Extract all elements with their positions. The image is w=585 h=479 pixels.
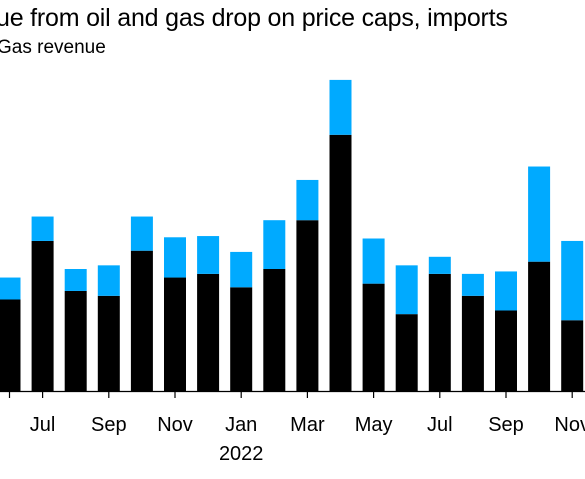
bar-gas-12 [395, 265, 418, 315]
bar-gas-0 [0, 277, 21, 300]
chart-title: ue from oil and gas drop on price caps, … [0, 4, 508, 32]
bar-oil-0 [0, 299, 21, 391]
bar-gas-8 [263, 220, 286, 269]
bar-oil-16 [528, 261, 551, 391]
x-tick-label-3: Jan [225, 414, 257, 436]
x-tick-label-0: Jul [30, 414, 56, 436]
bars-group [0, 79, 584, 392]
bar-gas-3 [97, 265, 120, 296]
x-ticks-group: Jul Sep Nov Jan Mar May Jul Sep Nov [8, 391, 585, 436]
bar-gas-10 [329, 79, 352, 135]
bar-gas-15 [495, 271, 517, 311]
bar-gas-14 [461, 273, 484, 296]
bar-gas-7 [230, 251, 253, 288]
legend-gas-revenue: Gas revenue [0, 37, 106, 58]
bar-oil-10 [329, 134, 352, 392]
bar-oil-11 [362, 283, 385, 391]
x-tick-label-6: Jul [427, 414, 453, 436]
bar-oil-8 [263, 269, 286, 391]
year-label: 2022 [219, 443, 264, 465]
bar-oil-14 [461, 295, 484, 391]
bar-gas-16 [528, 166, 551, 262]
bar-oil-9 [296, 220, 319, 391]
x-tick-label-4: Mar [290, 414, 325, 436]
bar-gas-17 [561, 240, 584, 321]
x-tick-label-8: Nov [554, 414, 585, 436]
bar-gas-13 [428, 256, 451, 274]
bar-gas-6 [197, 236, 220, 274]
bar-oil-15 [495, 310, 517, 391]
bar-oil-3 [97, 295, 120, 391]
x-tick-label-1: Sep [91, 414, 127, 436]
bar-gas-11 [362, 238, 385, 284]
bar-gas-5 [164, 237, 186, 278]
bar-oil-6 [197, 273, 220, 391]
bar-oil-1 [31, 240, 54, 391]
x-tick-label-7: Sep [488, 414, 524, 436]
bar-gas-2 [64, 269, 87, 291]
bar-oil-13 [428, 273, 451, 391]
bar-gas-1 [31, 216, 54, 241]
bar-oil-7 [230, 287, 253, 391]
bar-oil-2 [64, 290, 87, 391]
bar-oil-5 [164, 277, 186, 391]
bar-gas-4 [130, 216, 153, 251]
bar-oil-17 [561, 320, 584, 391]
bar-gas-9 [296, 179, 319, 221]
x-tick-label-2: Nov [157, 414, 193, 436]
bar-oil-12 [395, 314, 418, 391]
bar-oil-4 [130, 250, 153, 391]
x-tick-label-5: May [355, 414, 393, 436]
